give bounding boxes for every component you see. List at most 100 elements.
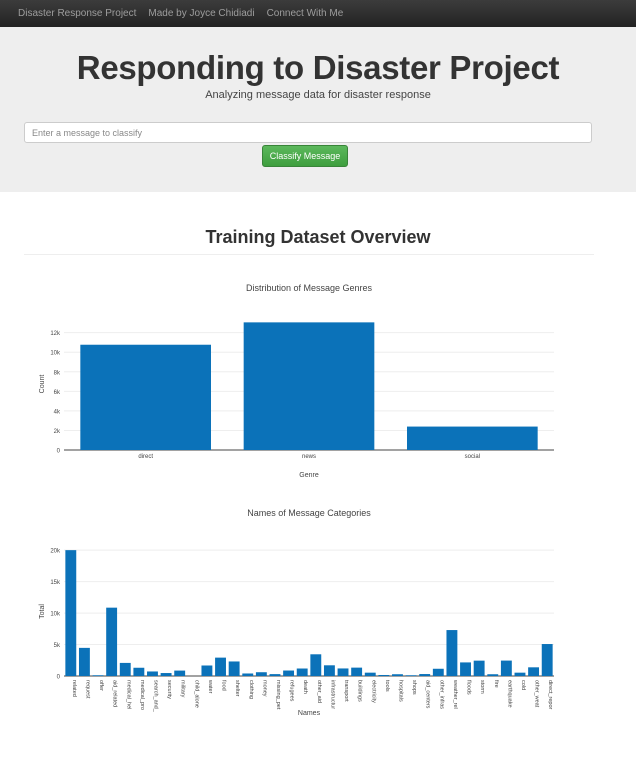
y-tick-label: 10k	[50, 612, 61, 618]
x-tick-label: military	[180, 680, 186, 698]
x-tick-label: buildings	[357, 680, 363, 702]
bar	[541, 644, 553, 676]
bar	[147, 671, 158, 676]
navbar: Disaster Response Project Made by Joyce …	[0, 0, 636, 27]
y-tick-label: 2k	[54, 429, 61, 435]
x-tick-label: clothing	[248, 680, 254, 699]
bar	[215, 657, 226, 676]
bar	[243, 322, 375, 450]
x-tick-label: aid_related	[112, 680, 118, 707]
bar	[473, 660, 485, 676]
bar	[106, 607, 118, 676]
classify-message-button[interactable]: Classify Message	[262, 145, 348, 167]
x-tick-label: other_weat	[534, 680, 540, 708]
category-chart: Names of Message Categories 0 5k 10k 15k 20k r…	[39, 508, 554, 717]
y-tick-label: 12k	[50, 331, 61, 337]
bar	[351, 667, 363, 676]
bar	[78, 647, 90, 676]
bar	[228, 661, 240, 676]
chart-title: Names of Message Categories	[247, 508, 371, 518]
bar	[528, 667, 540, 676]
x-tick-label: search_and_	[152, 680, 158, 713]
y-axis-label: Count	[39, 375, 46, 394]
x-tick-label: refugees	[289, 680, 295, 702]
nav-author-link[interactable]: Made by Joyce Chidiadi	[148, 8, 255, 19]
x-tick-label: security	[166, 680, 172, 699]
y-tick-label: 4k	[54, 409, 61, 415]
jumbotron: Responding to Disaster Project Analyzing…	[0, 27, 636, 192]
x-tick-label: other_infras	[438, 680, 444, 709]
x-tick-label: tools	[384, 680, 390, 692]
nav-brand-link[interactable]: Disaster Response Project	[18, 8, 137, 19]
page-title: Responding to Disaster Project	[76, 49, 560, 86]
x-tick-label: infrastructur	[329, 680, 335, 709]
bar	[364, 672, 376, 676]
x-tick-label: hospitals	[397, 680, 403, 702]
x-tick-label: storm	[479, 680, 485, 694]
x-tick-label: shops	[411, 680, 417, 695]
bar	[487, 674, 499, 676]
bar	[407, 426, 538, 450]
x-tick-label: direct	[138, 454, 153, 460]
bar	[378, 674, 390, 676]
x-tick-label: shelter	[234, 680, 240, 697]
bar	[283, 670, 295, 676]
x-tick-label: offer	[98, 680, 104, 691]
x-tick-label: electricity	[370, 680, 376, 703]
x-tick-label: floods	[466, 680, 472, 695]
x-tick-label: transport	[343, 680, 349, 702]
bar	[174, 670, 186, 676]
bar	[337, 668, 349, 676]
bar	[242, 673, 254, 676]
bar	[255, 672, 267, 676]
x-axis-label: Names	[298, 710, 321, 717]
x-tick-label: medical_pro	[139, 680, 145, 710]
y-tick-label: 0	[57, 675, 61, 681]
bar	[65, 550, 77, 676]
nav-connect-link[interactable]: Connect With Me	[266, 8, 344, 19]
bar	[201, 665, 213, 676]
y-tick-label: 0	[57, 449, 61, 455]
section-title: Training Dataset Overview	[205, 227, 431, 247]
x-tick-label: fire	[493, 680, 499, 688]
bar	[392, 674, 403, 676]
bar	[133, 667, 145, 676]
bar	[80, 344, 211, 450]
bar	[119, 662, 131, 676]
x-axis-label: Genre	[299, 472, 319, 479]
y-tick-label: 8k	[54, 370, 61, 376]
bar	[460, 662, 471, 676]
x-tick-label: other_aid	[316, 680, 322, 703]
message-input[interactable]	[24, 122, 592, 143]
divider	[24, 254, 594, 255]
x-tick-label: water	[207, 679, 213, 694]
bar	[296, 668, 308, 676]
x-tick-label: news	[302, 454, 316, 460]
x-tick-label: death	[302, 680, 308, 694]
x-tick-label: aid_centers	[425, 680, 431, 709]
y-tick-label: 6k	[54, 390, 61, 396]
x-tick-label: cold	[520, 680, 526, 690]
bar	[160, 673, 172, 676]
x-tick-label: medical_hel	[125, 680, 131, 709]
x-tick-label: food	[221, 680, 227, 691]
bar	[419, 674, 431, 676]
x-tick-label: weather_rel	[452, 679, 458, 709]
genre-chart: Distribution of Message Genres 0 2k 4k 6k 8k 1…	[39, 283, 554, 479]
bar	[323, 665, 335, 676]
x-tick-label: child_alone	[193, 680, 199, 708]
y-tick-label: 10k	[50, 351, 61, 357]
bar	[405, 675, 417, 676]
y-tick-label: 5k	[54, 643, 61, 649]
bar	[514, 672, 526, 676]
x-tick-label: related	[71, 680, 77, 697]
x-tick-label: earthquake	[506, 680, 512, 708]
y-axis-label: Total	[39, 604, 46, 619]
x-tick-label: money	[261, 680, 267, 697]
chart-title: Distribution of Message Genres	[246, 283, 373, 293]
bar	[432, 668, 444, 676]
bar	[92, 675, 104, 676]
bar	[269, 674, 281, 676]
y-tick-label: 15k	[50, 580, 61, 586]
x-tick-label: request	[84, 680, 90, 699]
